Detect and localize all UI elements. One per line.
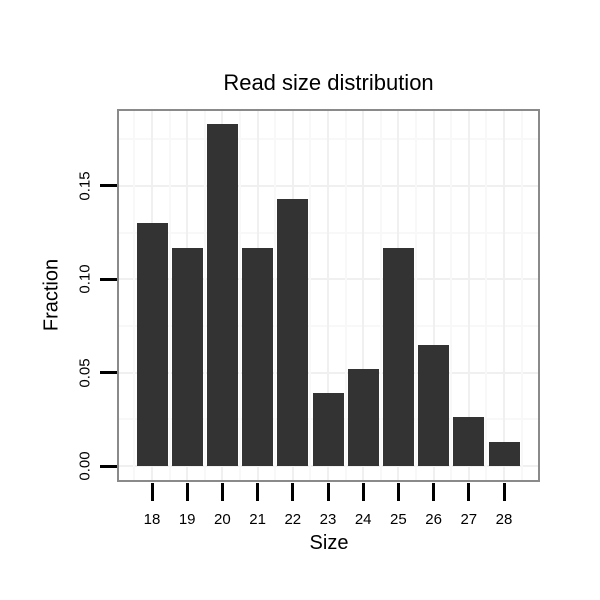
gridline-v-minor <box>450 109 453 482</box>
gridline-v-minor <box>203 109 206 482</box>
x-tick-label: 20 <box>214 511 231 528</box>
bar-21 <box>242 247 274 466</box>
x-tick <box>432 483 436 501</box>
bar-20 <box>206 124 238 466</box>
gridline-v-minor <box>379 109 382 482</box>
x-tick <box>396 483 400 501</box>
bar-19 <box>171 247 203 466</box>
bar-18 <box>136 223 168 466</box>
gridline-v-minor <box>485 109 488 482</box>
x-tick <box>256 483 260 501</box>
gridline-v-minor <box>415 109 417 482</box>
x-tick-label: 19 <box>178 511 196 528</box>
bar-22 <box>277 199 309 466</box>
gridline-v-minor <box>133 109 136 482</box>
gridline-v-minor <box>520 109 523 482</box>
y-tick-label: 0.10 <box>76 264 94 294</box>
x-tick <box>467 483 471 501</box>
x-tick-label: 24 <box>354 511 372 528</box>
x-tick-label: 21 <box>249 511 266 528</box>
x-tick-label: 26 <box>425 511 442 528</box>
y-tick-label: 0.05 <box>76 358 94 388</box>
x-tick-label: 27 <box>460 511 478 528</box>
plot-panel <box>117 109 540 482</box>
gridline-v-major <box>432 109 435 482</box>
x-tick <box>220 483 224 501</box>
y-axis-title: Fraction <box>40 258 63 332</box>
gridline-v-major <box>503 109 505 482</box>
gridline-v-minor <box>168 109 171 482</box>
gridline-v-major <box>327 109 329 482</box>
gridline-v-major <box>362 109 365 482</box>
y-tick <box>100 464 117 468</box>
y-tick <box>100 184 117 188</box>
x-tick <box>185 483 189 501</box>
y-tick <box>100 277 117 281</box>
bar-23 <box>312 393 344 466</box>
bar-27 <box>453 417 485 466</box>
gridline-v-minor <box>239 109 241 482</box>
x-tick-label: 18 <box>143 511 161 528</box>
x-tick <box>502 483 506 501</box>
bar-24 <box>347 368 379 466</box>
y-tick-label: 0.00 <box>76 451 94 481</box>
x-tick-label: 23 <box>319 511 337 528</box>
x-tick <box>291 483 295 501</box>
x-tick-label: 25 <box>390 511 407 528</box>
x-axis-title: Size <box>309 532 349 554</box>
gridline-v-major <box>467 109 470 482</box>
y-tick-label: 0.15 <box>76 171 94 201</box>
bar-26 <box>418 344 450 466</box>
x-tick-label: 22 <box>284 511 302 528</box>
x-tick-label: 28 <box>495 511 513 528</box>
y-tick <box>100 371 117 375</box>
bar-25 <box>382 247 414 466</box>
gridline-v-minor <box>344 109 347 482</box>
x-tick <box>150 483 154 501</box>
gridline-v-minor <box>309 109 312 482</box>
bar-28 <box>488 441 520 466</box>
chart-title: Read size distribution <box>223 70 434 95</box>
x-tick <box>326 483 330 501</box>
x-tick <box>361 483 365 501</box>
gridline-v-minor <box>274 109 277 482</box>
